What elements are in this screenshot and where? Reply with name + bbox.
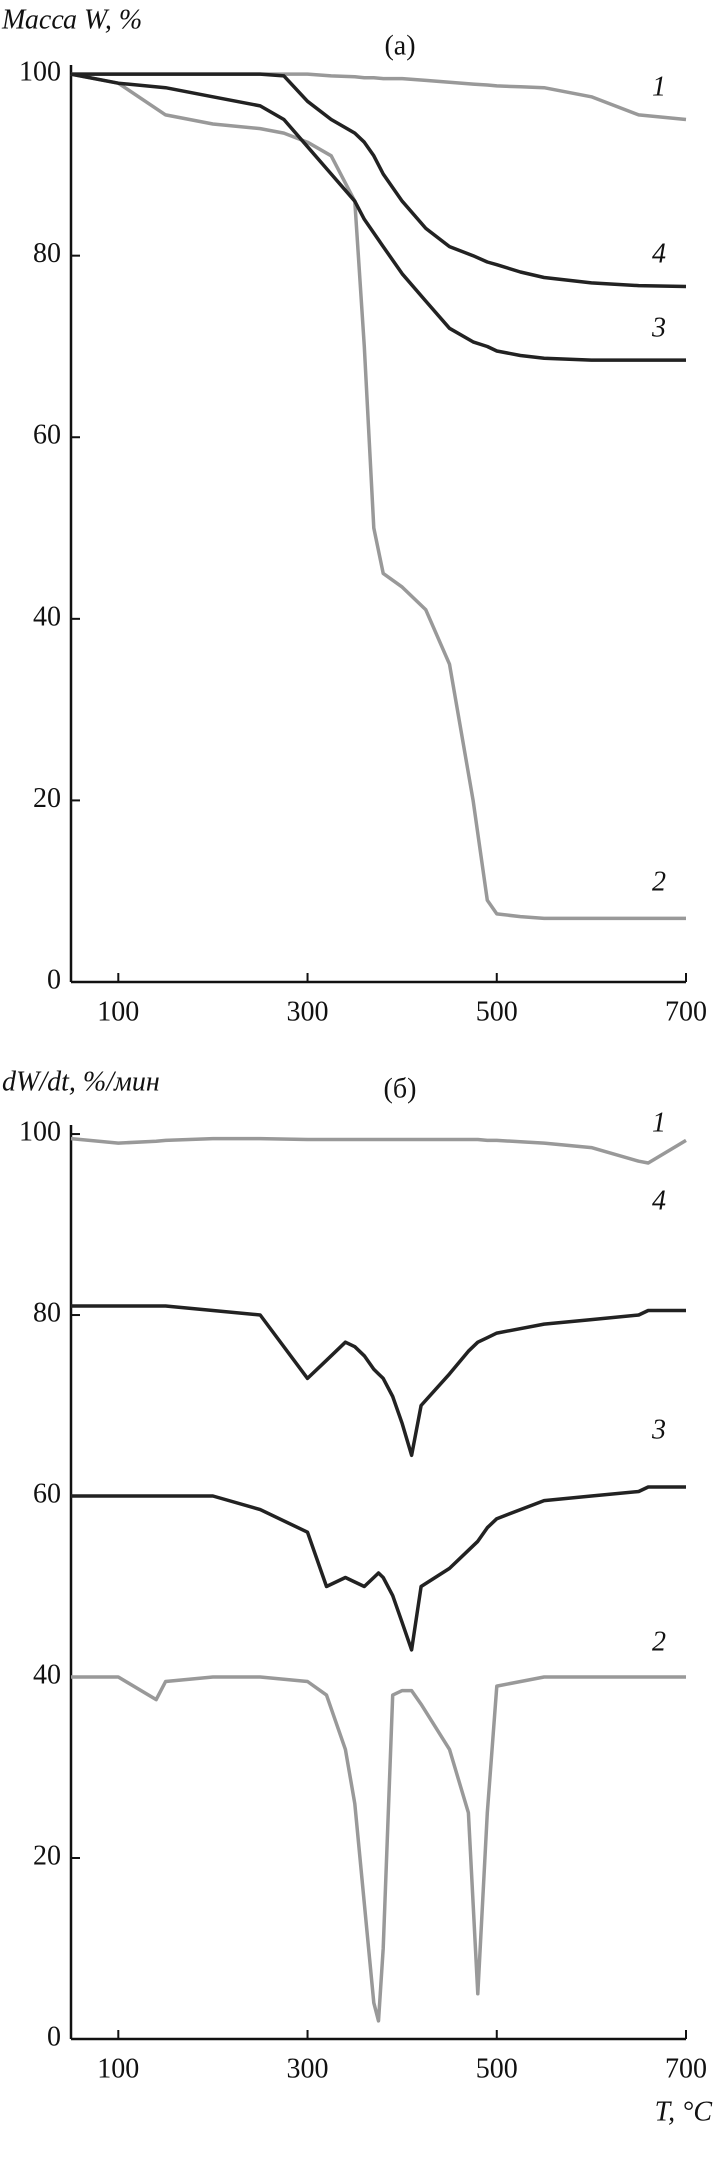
series-label: 4 [652, 238, 666, 269]
series-label: 3 [651, 1414, 666, 1445]
series-label: 1 [652, 1107, 666, 1138]
data-line [70, 72, 686, 362]
y-tick-label: 20 [33, 783, 61, 814]
x-tick-label: 700 [665, 2053, 707, 2084]
data-line [71, 72, 687, 289]
y-tick-label: 80 [33, 1297, 61, 1328]
x-tick-label: 700 [665, 996, 707, 1027]
y-tick-label: 40 [33, 1659, 61, 1690]
series-label: 1 [652, 71, 666, 102]
series-label: 4 [652, 1185, 666, 1216]
data-line [71, 1304, 686, 1458]
y-tick-label: 100 [19, 57, 61, 88]
data-line [71, 1675, 686, 2023]
y-tick-label: 0 [47, 964, 61, 995]
chart-title: (а) [384, 30, 415, 61]
x-tick-label: 100 [97, 2053, 139, 2084]
y-tick-label: 100 [19, 1116, 61, 1147]
y-axis-label: dW/dt, %/мин [2, 1066, 160, 1097]
y-tick-label: 60 [33, 1478, 61, 1509]
series-label: 2 [652, 866, 666, 897]
y-tick-label: 80 [33, 238, 61, 269]
y-tick-label: 0 [47, 2021, 61, 2052]
series-label: 2 [652, 1626, 666, 1657]
y-tick-label: 60 [33, 420, 61, 451]
chart-title: (б) [384, 1073, 417, 1104]
x-axis-label: T, °C [655, 2096, 713, 2127]
y-tick-label: 20 [33, 1840, 61, 1871]
x-tick-label: 100 [97, 996, 139, 1027]
data-line [71, 1485, 686, 1652]
data-line [70, 1136, 687, 1165]
x-tick-label: 500 [476, 996, 518, 1027]
y-tick-label: 40 [33, 601, 61, 632]
data-line [70, 72, 686, 921]
x-tick-label: 500 [476, 2053, 518, 2084]
y-axis-label: Масса W, % [1, 4, 142, 35]
x-tick-label: 300 [287, 2053, 329, 2084]
x-tick-label: 300 [287, 996, 329, 1027]
series-label: 3 [651, 312, 666, 343]
